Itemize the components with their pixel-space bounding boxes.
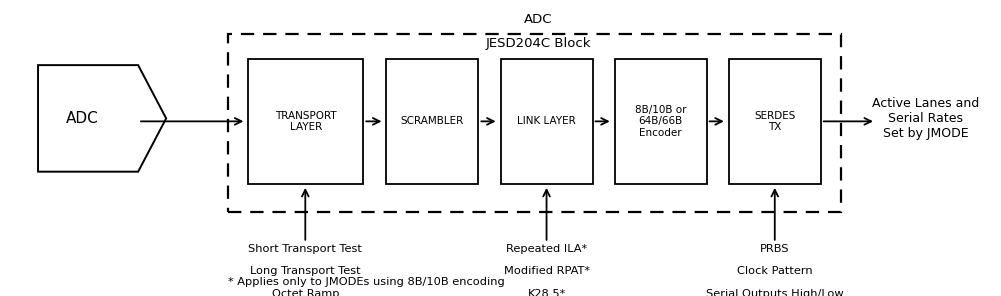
- Text: ADC: ADC: [66, 111, 98, 126]
- Text: Repeated ILA*: Repeated ILA*: [506, 244, 588, 254]
- Bar: [729, 59, 821, 184]
- Text: Octet Ramp: Octet Ramp: [271, 289, 339, 296]
- Text: Clock Pattern: Clock Pattern: [737, 266, 813, 276]
- Text: SERDES
TX: SERDES TX: [754, 111, 796, 132]
- Text: Active Lanes and
Serial Rates
Set by JMODE: Active Lanes and Serial Rates Set by JMO…: [872, 97, 980, 140]
- Text: 8B/10B or
64B/66B
Encoder: 8B/10B or 64B/66B Encoder: [635, 105, 687, 138]
- Bar: [228, 34, 841, 212]
- Text: * Applies only to JMODEs using 8B/10B encoding: * Applies only to JMODEs using 8B/10B en…: [228, 276, 505, 287]
- Text: Serial Outputs High/Low: Serial Outputs High/Low: [706, 289, 844, 296]
- Text: LINK LAYER: LINK LAYER: [518, 116, 576, 126]
- Text: Modified RPAT*: Modified RPAT*: [504, 266, 590, 276]
- Text: TRANSPORT
LAYER: TRANSPORT LAYER: [275, 111, 336, 132]
- Text: K28.5*: K28.5*: [528, 289, 566, 296]
- Bar: [248, 59, 363, 184]
- Bar: [386, 59, 478, 184]
- Bar: [500, 59, 593, 184]
- Bar: [615, 59, 707, 184]
- Text: JESD204C Block: JESD204C Block: [485, 37, 592, 50]
- Polygon shape: [38, 65, 166, 172]
- Text: PRBS: PRBS: [760, 244, 790, 254]
- Text: Short Transport Test: Short Transport Test: [248, 244, 362, 254]
- Text: ADC: ADC: [525, 13, 553, 26]
- Text: Long Transport Test: Long Transport Test: [250, 266, 360, 276]
- Text: SCRAMBLER: SCRAMBLER: [400, 116, 464, 126]
